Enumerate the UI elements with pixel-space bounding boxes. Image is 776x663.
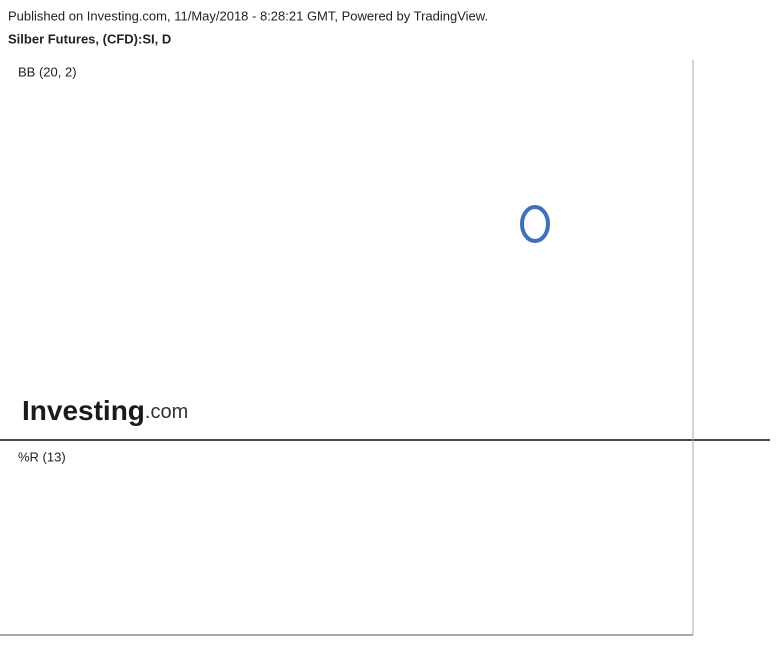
logo-name: Investing bbox=[22, 395, 145, 426]
annotation-circle bbox=[520, 205, 550, 243]
panel-title: BB (20, 2) bbox=[18, 64, 77, 79]
logo-suffix: .com bbox=[145, 401, 188, 423]
published-note: Published on Investing.com, 11/May/2018 … bbox=[8, 8, 488, 23]
logo: Investing.com bbox=[22, 395, 188, 426]
symbol-title: Silber Futures, (CFD):SI, D bbox=[8, 31, 171, 46]
panel-title: %R (13) bbox=[18, 449, 66, 464]
